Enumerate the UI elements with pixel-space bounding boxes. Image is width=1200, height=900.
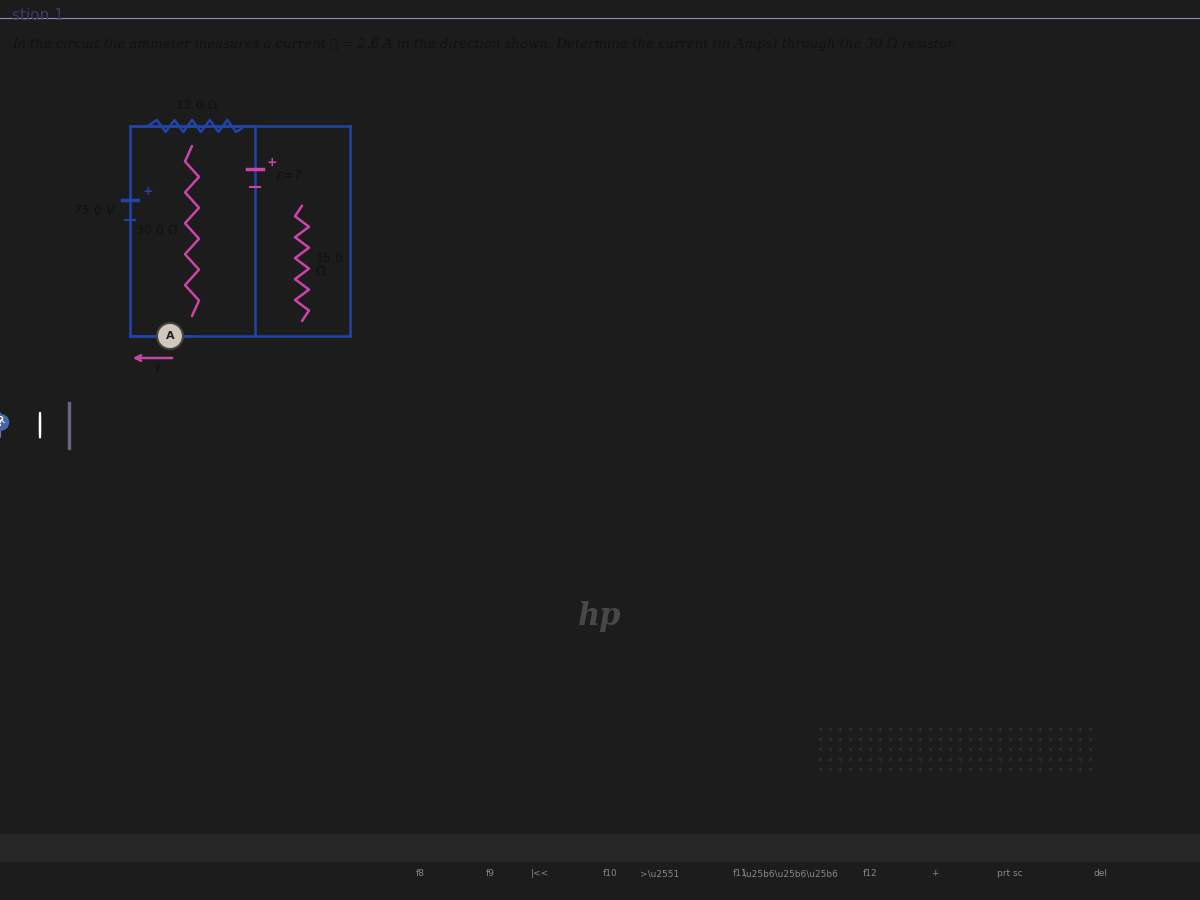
Text: f9: f9	[486, 869, 494, 878]
Text: del: del	[1093, 869, 1108, 878]
Bar	[68, 401, 70, 448]
Circle shape	[157, 323, 182, 349]
Text: f12: f12	[863, 869, 877, 878]
Text: A: A	[166, 331, 174, 341]
Text: Ω: Ω	[316, 265, 325, 278]
Text: 15.0: 15.0	[316, 252, 344, 265]
Text: I: I	[156, 362, 160, 375]
Text: f8: f8	[415, 869, 425, 878]
Text: 30.0 Ω: 30.0 Ω	[137, 224, 178, 238]
Text: \u25b6\u25b6\u25b6: \u25b6\u25b6\u25b6	[743, 869, 838, 878]
Text: ^: ^	[0, 418, 6, 432]
Text: 75.0 V: 75.0 V	[73, 203, 114, 217]
Text: hp: hp	[578, 601, 622, 632]
Text: +: +	[931, 869, 938, 878]
Text: >\u2551: >\u2551	[641, 869, 679, 878]
Text: |<<: |<<	[530, 869, 550, 878]
Text: ε=?: ε=?	[275, 169, 301, 184]
Text: In the circuit the ammeter measures a current ℓ = 2.6 A in the direction shown. : In the circuit the ammeter measures a cu…	[12, 38, 956, 51]
Text: +: +	[143, 185, 154, 198]
Text: 12.0 Ω: 12.0 Ω	[176, 99, 217, 112]
Text: ?: ?	[0, 415, 5, 429]
Text: f10: f10	[602, 869, 617, 878]
Text: f11: f11	[733, 869, 748, 878]
Text: prt sc: prt sc	[997, 869, 1022, 878]
Text: stion 1: stion 1	[12, 8, 64, 23]
Text: +: +	[266, 156, 277, 168]
